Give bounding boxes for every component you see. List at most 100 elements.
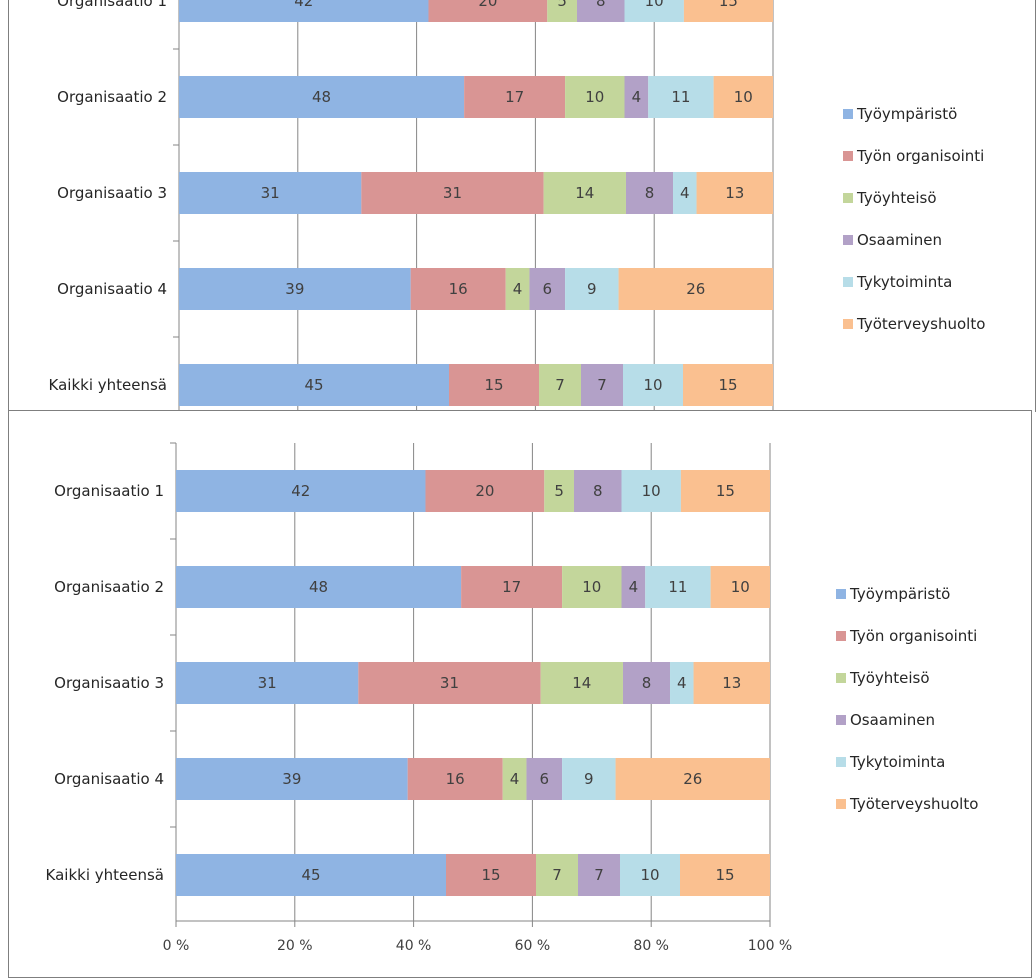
top-data-label: 31	[261, 184, 280, 202]
chart-panel-top: Organisaatio 1 42 20 5 8 10 15 Organisaatio 2 48…	[8, 0, 1036, 412]
bottom-data-label: 31	[440, 674, 459, 692]
bottom-legend-label: Työyhteisö	[849, 669, 930, 687]
bottom-data-label: 8	[593, 482, 603, 500]
chart-bottom: 0 % 20 % 40 % 60 % 80 % 100 %Organisaatio 1 42…	[46, 442, 978, 954]
bottom-bar-tyoyhteiso	[562, 566, 622, 608]
bottom-bar-tyoyhteiso	[544, 470, 574, 512]
top-data-label: 10	[645, 0, 664, 10]
top-data-label: 4	[632, 88, 642, 106]
bottom-data-label: 8	[642, 674, 652, 692]
bottom-bar-osaaminen	[621, 566, 646, 608]
bottom-data-label: 5	[554, 482, 564, 500]
bottom-legend-label: Työn organisointi	[849, 627, 977, 645]
bottom-x-tick-label: 80 %	[633, 938, 669, 954]
top-legend-label: Tykytoiminta	[856, 273, 952, 291]
top-category-label: Organisaatio 1	[57, 0, 167, 10]
bottom-bar-tyoymparisto	[176, 662, 359, 704]
bottom-data-label: 42	[291, 482, 310, 500]
bottom-bar-tyoyhteiso	[536, 854, 578, 896]
top-data-label: 10	[643, 376, 662, 394]
top-data-label: 8	[596, 0, 606, 10]
bottom-data-label: 17	[502, 578, 521, 596]
top-bar-osaaminen	[624, 76, 649, 118]
bottom-bar-tyon-organisointi	[461, 566, 563, 608]
top-data-label: 17	[505, 88, 524, 106]
top-bar-tyoterveyshuolto	[683, 364, 773, 406]
bottom-x-tick-label: 20 %	[277, 938, 313, 954]
bottom-bar-tyoterveyshuolto	[680, 854, 770, 896]
bottom-legend-swatch	[836, 799, 846, 809]
top-category-label: Kaikki yhteensä	[49, 376, 167, 394]
bottom-data-label: 7	[552, 866, 562, 884]
top-bar-osaaminen	[529, 268, 566, 310]
bottom-data-label: 16	[446, 770, 465, 788]
bottom-legend-label: Osaaminen	[850, 711, 935, 729]
bottom-bar-tyon-organisointi	[358, 662, 541, 704]
top-data-label: 8	[645, 184, 655, 202]
top-bar-tyoymparisto	[179, 76, 465, 118]
bottom-bar-tyoymparisto	[176, 566, 462, 608]
top-bar-tyoterveyshuolto	[683, 0, 773, 22]
bottom-category-label: Organisaatio 3	[54, 674, 164, 692]
top-bar-tykytoiminta	[648, 76, 714, 118]
bottom-legend-label: Työterveyshuolto	[849, 795, 978, 813]
bottom-bar-tyoterveyshuolto	[693, 662, 770, 704]
bottom-bar-tyoterveyshuolto	[710, 566, 770, 608]
bottom-data-label: 14	[572, 674, 591, 692]
top-legend-label: Osaaminen	[857, 231, 942, 249]
bottom-bar-tyoymparisto	[176, 854, 446, 896]
bottom-data-label: 11	[668, 578, 687, 596]
top-bar-tyoymparisto	[179, 172, 362, 214]
bottom-bar-osaaminen	[526, 758, 563, 800]
bottom-legend-label: Työympäristö	[849, 585, 950, 603]
bottom-bar-tykytoiminta	[645, 566, 711, 608]
bottom-bar-tyon-organisointi	[425, 470, 545, 512]
bottom-data-label: 10	[640, 866, 659, 884]
top-bar-tyoterveyshuolto	[696, 172, 773, 214]
bottom-data-label: 4	[510, 770, 520, 788]
bottom-bar-tykytoiminta	[620, 854, 680, 896]
top-legend-label: Työterveyshuolto	[856, 315, 985, 333]
bottom-data-label: 10	[642, 482, 661, 500]
top-data-label: 5	[557, 0, 567, 10]
top-data-label: 4	[680, 184, 690, 202]
top-data-label: 6	[543, 280, 553, 298]
top-bar-tyoymparisto	[179, 364, 449, 406]
bottom-x-tick-label: 0 %	[163, 938, 190, 954]
bottom-data-label: 45	[301, 866, 320, 884]
top-legend-swatch	[843, 151, 853, 161]
top-bar-tyon-organisointi	[361, 172, 544, 214]
top-bar-tyoterveyshuolto	[618, 268, 773, 310]
top-data-label: 16	[449, 280, 468, 298]
bottom-data-label: 31	[258, 674, 277, 692]
top-data-label: 4	[513, 280, 523, 298]
top-bar-tykytoiminta	[624, 0, 684, 22]
bottom-data-label: 7	[594, 866, 604, 884]
top-data-label: 31	[443, 184, 462, 202]
top-data-label: 48	[312, 88, 331, 106]
chart-panel-bottom: 0 % 20 % 40 % 60 % 80 % 100 % Organisaatio 1 42…	[8, 410, 1032, 978]
top-data-label: 14	[575, 184, 594, 202]
top-bar-tyoymparisto	[179, 0, 429, 22]
top-bar-osaaminen	[576, 0, 625, 22]
bottom-legend-swatch	[836, 757, 846, 767]
top-bar-tykytoiminta	[673, 172, 697, 214]
bottom-bar-tykytoiminta	[621, 470, 681, 512]
top-bar-tyon-organisointi	[449, 364, 539, 406]
bottom-category-label: Organisaatio 2	[54, 578, 164, 596]
bottom-data-label: 48	[309, 578, 328, 596]
top-data-label: 13	[725, 184, 744, 202]
top-bar-tyoyhteiso	[543, 172, 626, 214]
top-bar-tyon-organisointi	[410, 268, 506, 310]
top-data-label: 15	[719, 0, 738, 10]
bottom-data-label: 4	[677, 674, 687, 692]
bottom-legend-label: Tykytoiminta	[849, 753, 945, 771]
top-legend-label: Työyhteisö	[856, 189, 937, 207]
bottom-data-label: 4	[629, 578, 639, 596]
bottom-data-label: 15	[715, 866, 734, 884]
top-data-label: 7	[597, 376, 607, 394]
top-legend-swatch	[843, 277, 853, 287]
top-legend: Työympäristö Työn organisointi Työyhteisö O…	[843, 105, 985, 333]
top-data-label: 39	[285, 280, 304, 298]
top-bar-osaaminen	[625, 172, 674, 214]
